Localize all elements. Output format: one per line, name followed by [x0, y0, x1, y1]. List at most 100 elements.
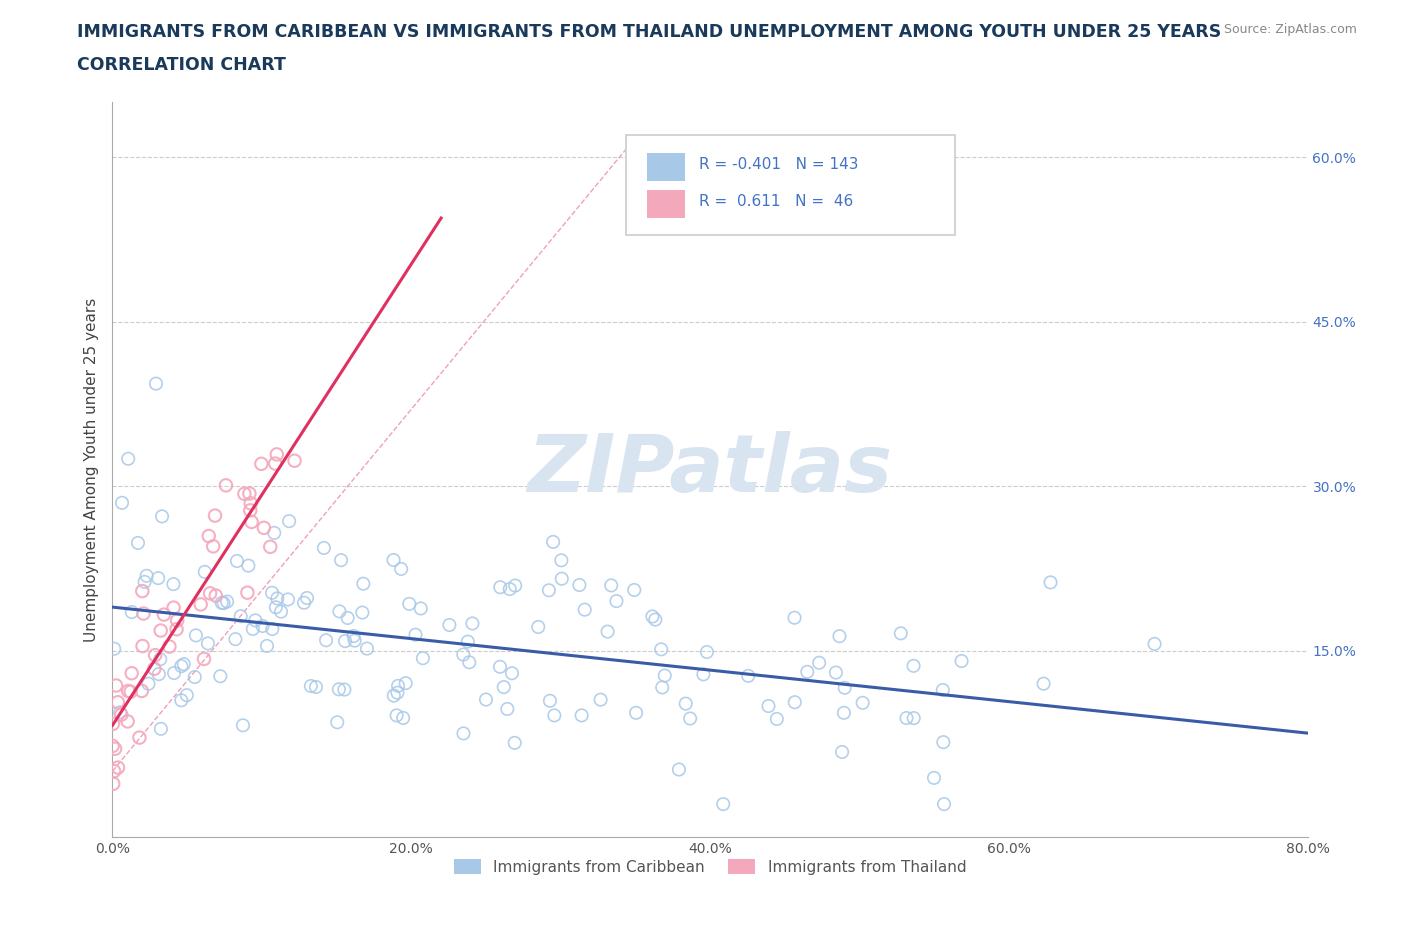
Point [825, 665, 848, 680]
Text: R =  0.611   N =  46: R = 0.611 N = 46 [699, 194, 853, 209]
Point [1032, 676, 1054, 691]
Point [103, 642, 125, 657]
Point [492, 680, 515, 695]
Point [932, 735, 955, 750]
Point [458, 655, 481, 670]
Point [679, 711, 702, 726]
Text: ZIPatlas: ZIPatlas [527, 431, 893, 509]
Point [150, 509, 173, 524]
Point [121, 666, 143, 681]
Point [278, 513, 301, 528]
Point [356, 641, 378, 656]
Point [783, 610, 806, 625]
Point [110, 707, 132, 722]
Point [654, 668, 676, 683]
Point [571, 708, 593, 723]
Point [852, 696, 875, 711]
Point [128, 730, 150, 745]
Point [170, 658, 193, 673]
Point [277, 592, 299, 607]
Point [204, 508, 226, 523]
Point [503, 578, 526, 593]
Point [537, 583, 560, 598]
Point [131, 639, 153, 654]
Point [202, 538, 225, 553]
Point [266, 591, 288, 605]
Point [239, 503, 262, 518]
Point [409, 601, 432, 616]
Point [550, 552, 572, 567]
Point [190, 597, 212, 612]
Point [121, 604, 143, 619]
Point [149, 652, 172, 667]
Point [896, 711, 918, 725]
Point [651, 680, 673, 695]
Point [312, 540, 335, 555]
Point [1039, 575, 1062, 590]
Point [245, 613, 267, 628]
Point [600, 578, 623, 592]
Point [343, 629, 366, 644]
Point [197, 528, 219, 543]
Point [162, 600, 184, 615]
Point [259, 539, 281, 554]
Point [333, 633, 356, 648]
Point [166, 622, 188, 637]
Point [623, 582, 645, 597]
Point [527, 619, 550, 634]
Point [439, 618, 461, 632]
Point [143, 647, 166, 662]
Point [153, 607, 176, 622]
Point [229, 609, 252, 624]
Point [489, 659, 512, 674]
Point [284, 453, 307, 468]
Point [315, 632, 337, 647]
Point [385, 708, 408, 723]
Point [412, 651, 434, 666]
Point [932, 797, 955, 812]
Point [387, 685, 409, 700]
Point [766, 711, 789, 726]
Point [489, 579, 512, 594]
Point [127, 536, 149, 551]
Point [162, 577, 184, 591]
Point [453, 647, 475, 662]
Point [499, 581, 522, 596]
Point [343, 633, 366, 648]
Point [696, 644, 718, 659]
Point [170, 693, 193, 708]
Point [405, 627, 427, 642]
Point [382, 552, 405, 567]
Point [143, 661, 166, 676]
Point [352, 605, 374, 620]
Point [240, 514, 263, 529]
Point [568, 578, 591, 592]
Point [117, 714, 139, 729]
FancyBboxPatch shape [627, 136, 955, 234]
Point [596, 624, 619, 639]
Point [641, 609, 664, 624]
Point [644, 612, 666, 627]
Point [305, 680, 328, 695]
Point [330, 552, 353, 567]
Point [215, 478, 238, 493]
Point [212, 596, 235, 611]
Point [299, 679, 322, 694]
Point [138, 676, 160, 691]
Point [950, 654, 973, 669]
Point [253, 521, 276, 536]
Point [890, 626, 912, 641]
Point [903, 658, 925, 673]
Point [605, 593, 627, 608]
Point [104, 741, 127, 756]
Point [387, 678, 409, 693]
Legend: Immigrants from Caribbean, Immigrants from Thailand: Immigrants from Caribbean, Immigrants fr… [447, 853, 973, 881]
Point [389, 562, 412, 577]
Point [650, 642, 672, 657]
Point [264, 456, 287, 471]
Point [292, 595, 315, 610]
Y-axis label: Unemployment Among Youth under 25 years: Unemployment Among Youth under 25 years [84, 298, 100, 642]
Point [173, 657, 195, 671]
Point [543, 708, 565, 723]
Point [131, 584, 153, 599]
